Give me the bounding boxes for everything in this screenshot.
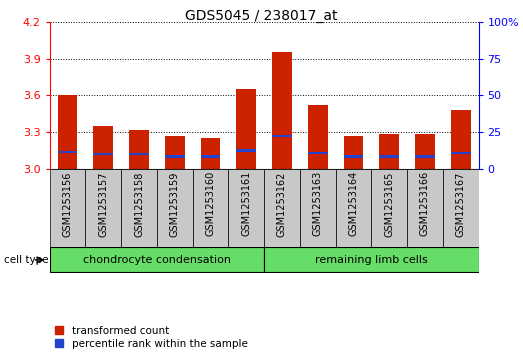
Bar — [121, 169, 157, 247]
Bar — [85, 169, 121, 247]
Bar — [272, 135, 292, 137]
Bar — [264, 169, 300, 247]
Text: remaining limb cells: remaining limb cells — [315, 255, 428, 265]
Text: GSM1253161: GSM1253161 — [241, 171, 251, 236]
Bar — [94, 126, 113, 169]
Bar — [407, 169, 443, 247]
Bar — [129, 130, 149, 169]
Bar — [415, 134, 435, 169]
Text: GSM1253156: GSM1253156 — [63, 171, 73, 237]
Text: GSM1253167: GSM1253167 — [456, 171, 465, 237]
Bar — [344, 155, 363, 158]
Text: cell type: cell type — [4, 255, 49, 265]
Bar — [344, 136, 363, 169]
Bar — [236, 149, 256, 151]
Text: GDS5045 / 238017_at: GDS5045 / 238017_at — [185, 9, 338, 23]
Bar — [371, 169, 407, 247]
Bar — [58, 151, 77, 153]
Bar — [272, 52, 292, 169]
Text: GSM1253158: GSM1253158 — [134, 171, 144, 237]
Text: GSM1253157: GSM1253157 — [98, 171, 108, 237]
Bar — [451, 110, 471, 169]
Bar — [300, 169, 336, 247]
Bar — [443, 169, 479, 247]
Legend: transformed count, percentile rank within the sample: transformed count, percentile rank withi… — [55, 326, 247, 349]
Bar — [192, 169, 229, 247]
Bar — [264, 247, 479, 273]
Bar — [165, 136, 185, 169]
Bar — [336, 169, 371, 247]
Text: GSM1253166: GSM1253166 — [420, 171, 430, 236]
Bar — [50, 247, 264, 273]
Bar — [236, 89, 256, 169]
Text: GSM1253160: GSM1253160 — [206, 171, 215, 236]
Bar — [415, 155, 435, 158]
Text: GSM1253162: GSM1253162 — [277, 171, 287, 237]
Bar — [201, 155, 220, 158]
Text: chondrocyte condensation: chondrocyte condensation — [83, 255, 231, 265]
Text: GSM1253164: GSM1253164 — [348, 171, 358, 236]
Bar — [379, 155, 399, 158]
Bar — [165, 155, 185, 158]
Bar — [308, 105, 327, 169]
Bar — [58, 95, 77, 169]
Bar — [201, 138, 220, 169]
Bar — [229, 169, 264, 247]
Bar — [157, 169, 192, 247]
Bar — [129, 153, 149, 155]
Bar — [94, 153, 113, 155]
Text: GSM1253159: GSM1253159 — [170, 171, 180, 237]
Text: GSM1253165: GSM1253165 — [384, 171, 394, 237]
Bar — [308, 152, 327, 154]
Bar — [379, 134, 399, 169]
Bar — [50, 169, 85, 247]
Text: GSM1253163: GSM1253163 — [313, 171, 323, 236]
Bar — [451, 152, 471, 154]
